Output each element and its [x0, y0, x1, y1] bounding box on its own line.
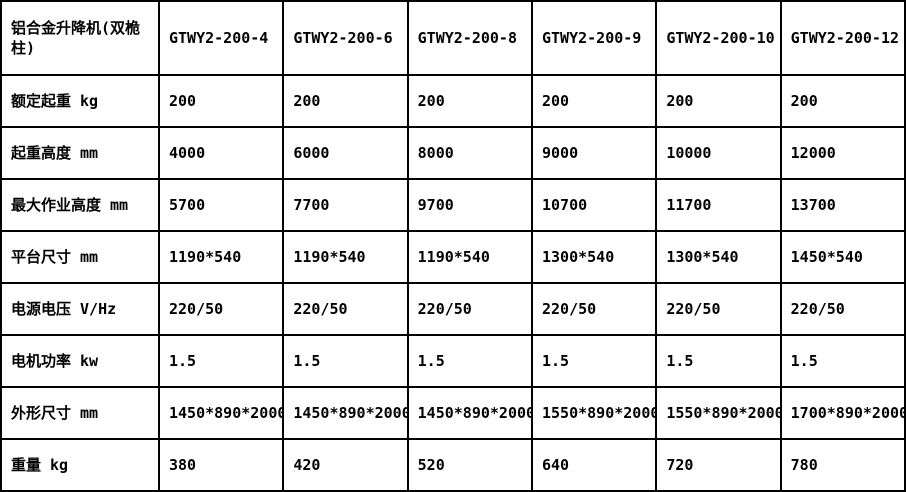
value-cell: 1.5	[282, 334, 409, 388]
table-row: 最大作业高度 mm 5700 7700 9700 10700 11700 137…	[0, 178, 906, 232]
value-cell: 1550*890*2000	[655, 386, 782, 440]
value-cell: 640	[530, 438, 658, 492]
value-cell: 1190*540	[282, 230, 409, 284]
value-cell: 220/50	[282, 282, 409, 336]
row-label: 外形尺寸 mm	[0, 386, 160, 440]
value-cell: 8000	[406, 126, 533, 180]
value-cell: 1300*540	[530, 230, 658, 284]
value-cell: 200	[779, 74, 906, 128]
value-cell: 1300*540	[655, 230, 782, 284]
table-header-row: 铝合金升降机(双桅柱) GTWY2-200-4 GTWY2-200-6 GTWY…	[0, 0, 906, 76]
row-label: 平台尺寸 mm	[0, 230, 160, 284]
value-cell: 9000	[530, 126, 658, 180]
value-cell: 220/50	[157, 282, 285, 336]
value-cell: 1450*890*2000	[282, 386, 409, 440]
value-cell: 200	[655, 74, 782, 128]
table-row: 外形尺寸 mm 1450*890*2000 1450*890*2000 1450…	[0, 386, 906, 440]
value-cell: 11700	[655, 178, 782, 232]
model-header: GTWY2-200-10	[655, 0, 782, 76]
value-cell: 520	[406, 438, 533, 492]
value-cell: 1190*540	[157, 230, 285, 284]
value-cell: 7700	[282, 178, 409, 232]
value-cell: 1550*890*2000	[530, 386, 658, 440]
value-cell: 1450*890*2000	[406, 386, 533, 440]
value-cell: 5700	[157, 178, 285, 232]
value-cell: 1190*540	[406, 230, 533, 284]
table-row: 重量 kg 380 420 520 640 720 780	[0, 438, 906, 492]
value-cell: 220/50	[530, 282, 658, 336]
row-label: 重量 kg	[0, 438, 160, 492]
table-row: 平台尺寸 mm 1190*540 1190*540 1190*540 1300*…	[0, 230, 906, 284]
value-cell: 200	[157, 74, 285, 128]
value-cell: 1.5	[655, 334, 782, 388]
value-cell: 200	[282, 74, 409, 128]
value-cell: 220/50	[779, 282, 906, 336]
row-label: 起重高度 mm	[0, 126, 160, 180]
table-row: 额定起重 kg 200 200 200 200 200 200	[0, 74, 906, 128]
corner-cell: 铝合金升降机(双桅柱)	[0, 0, 160, 76]
value-cell: 9700	[406, 178, 533, 232]
row-label: 电机功率 kw	[0, 334, 160, 388]
value-cell: 13700	[779, 178, 906, 232]
table-row: 电源电压 V/Hz 220/50 220/50 220/50 220/50 22…	[0, 282, 906, 336]
value-cell: 1.5	[530, 334, 658, 388]
value-cell: 1700*890*2000	[779, 386, 906, 440]
value-cell: 12000	[779, 126, 906, 180]
value-cell: 10700	[530, 178, 658, 232]
model-header: GTWY2-200-8	[406, 0, 533, 76]
value-cell: 200	[406, 74, 533, 128]
value-cell: 1.5	[157, 334, 285, 388]
model-header: GTWY2-200-6	[282, 0, 409, 76]
model-header: GTWY2-200-12	[779, 0, 906, 76]
value-cell: 220/50	[655, 282, 782, 336]
value-cell: 720	[655, 438, 782, 492]
value-cell: 6000	[282, 126, 409, 180]
value-cell: 1.5	[406, 334, 533, 388]
value-cell: 1450*540	[779, 230, 906, 284]
table-row: 电机功率 kw 1.5 1.5 1.5 1.5 1.5 1.5	[0, 334, 906, 388]
value-cell: 200	[530, 74, 658, 128]
model-header: GTWY2-200-4	[157, 0, 285, 76]
value-cell: 380	[157, 438, 285, 492]
row-label: 最大作业高度 mm	[0, 178, 160, 232]
value-cell: 1450*890*2000	[157, 386, 285, 440]
value-cell: 420	[282, 438, 409, 492]
value-cell: 1.5	[779, 334, 906, 388]
table-row: 起重高度 mm 4000 6000 8000 9000 10000 12000	[0, 126, 906, 180]
value-cell: 220/50	[406, 282, 533, 336]
value-cell: 780	[779, 438, 906, 492]
value-cell: 4000	[157, 126, 285, 180]
model-header: GTWY2-200-9	[530, 0, 658, 76]
row-label: 额定起重 kg	[0, 74, 160, 128]
value-cell: 10000	[655, 126, 782, 180]
row-label: 电源电压 V/Hz	[0, 282, 160, 336]
